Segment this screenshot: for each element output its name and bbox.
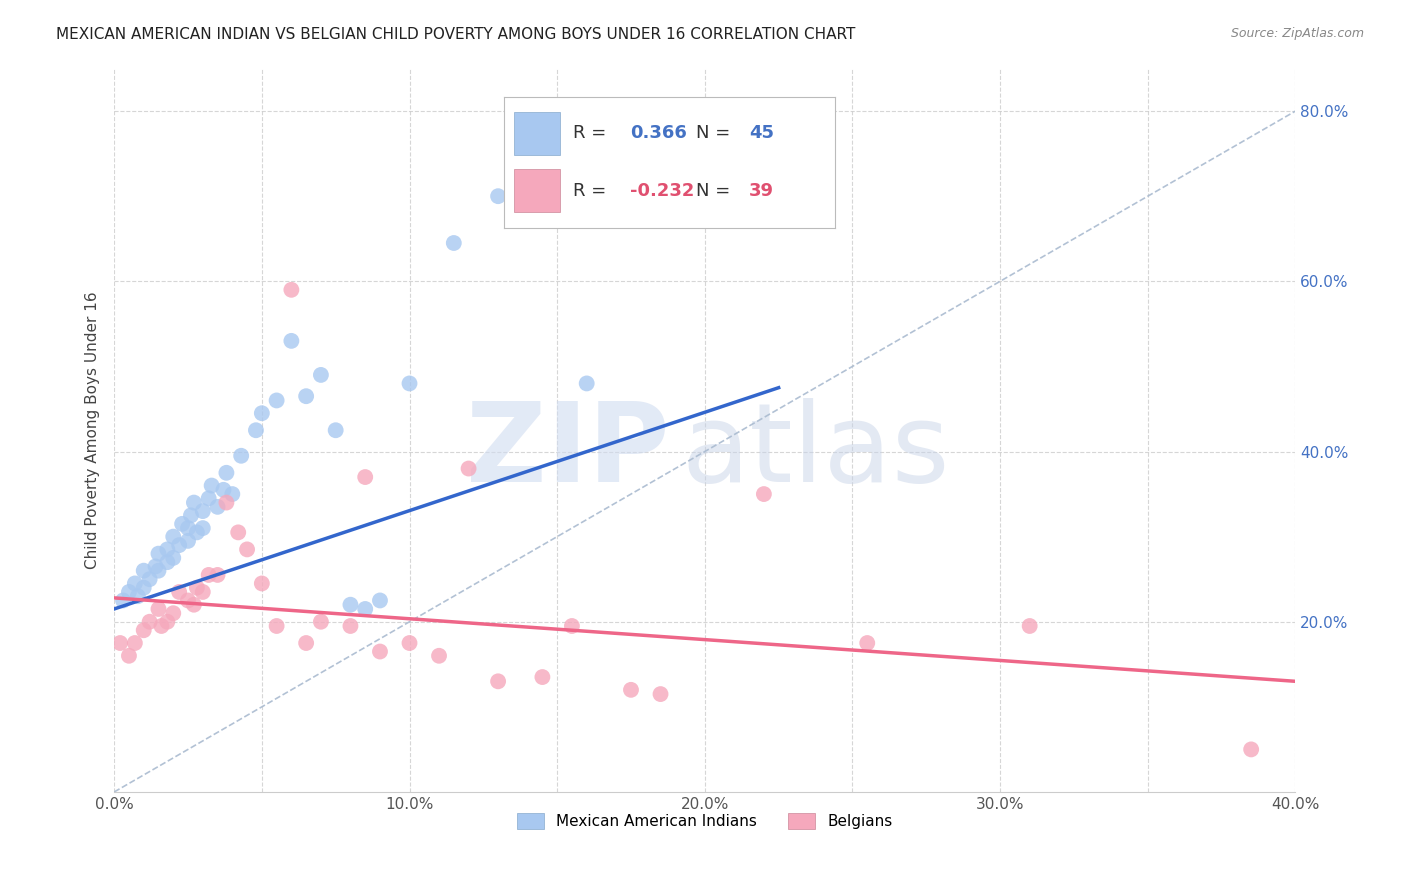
Point <box>162 606 184 620</box>
Point <box>250 576 273 591</box>
Point <box>215 495 238 509</box>
Text: atlas: atlas <box>681 399 949 506</box>
Legend: Mexican American Indians, Belgians: Mexican American Indians, Belgians <box>510 806 898 835</box>
Point <box>215 466 238 480</box>
Point <box>1018 619 1040 633</box>
Point <box>368 644 391 658</box>
Point <box>221 487 243 501</box>
Point <box>856 636 879 650</box>
Point <box>167 538 190 552</box>
Point <box>180 508 202 523</box>
Text: Source: ZipAtlas.com: Source: ZipAtlas.com <box>1230 27 1364 40</box>
Point <box>354 602 377 616</box>
Point <box>231 449 253 463</box>
Point <box>124 636 146 650</box>
Point <box>280 334 302 348</box>
Point <box>443 235 465 250</box>
Point <box>162 530 184 544</box>
Point <box>245 423 267 437</box>
Point <box>309 368 332 382</box>
Point <box>148 564 170 578</box>
Point <box>132 564 155 578</box>
Point <box>191 504 214 518</box>
Point <box>280 283 302 297</box>
Point <box>162 550 184 565</box>
Point <box>197 568 219 582</box>
Point <box>177 521 200 535</box>
Point <box>531 670 554 684</box>
Point <box>167 585 190 599</box>
Point <box>138 572 160 586</box>
Point <box>339 598 361 612</box>
Point <box>183 495 205 509</box>
Point <box>201 478 224 492</box>
Point <box>197 491 219 506</box>
Point <box>266 393 288 408</box>
Point <box>172 516 194 531</box>
Point <box>156 542 179 557</box>
Point <box>226 525 249 540</box>
Point <box>212 483 235 497</box>
Point <box>207 568 229 582</box>
Point <box>191 585 214 599</box>
Point <box>191 521 214 535</box>
Point <box>486 674 509 689</box>
Point <box>457 461 479 475</box>
Point <box>186 581 208 595</box>
Point <box>266 619 288 633</box>
Point <box>108 636 131 650</box>
Point <box>177 533 200 548</box>
Point <box>156 615 179 629</box>
Point <box>132 581 155 595</box>
Point <box>339 619 361 633</box>
Point <box>177 593 200 607</box>
Point <box>148 547 170 561</box>
Point <box>127 589 149 603</box>
Point <box>118 648 141 663</box>
Point <box>186 525 208 540</box>
Point <box>325 423 347 437</box>
Point <box>145 559 167 574</box>
Point <box>295 389 318 403</box>
Point <box>398 376 420 391</box>
Point <box>112 593 135 607</box>
Text: MEXICAN AMERICAN INDIAN VS BELGIAN CHILD POVERTY AMONG BOYS UNDER 16 CORRELATION: MEXICAN AMERICAN INDIAN VS BELGIAN CHILD… <box>56 27 856 42</box>
Point <box>118 585 141 599</box>
Point <box>650 687 672 701</box>
Y-axis label: Child Poverty Among Boys Under 16: Child Poverty Among Boys Under 16 <box>86 292 100 569</box>
Point <box>398 636 420 650</box>
Point <box>561 619 583 633</box>
Point <box>250 406 273 420</box>
Point <box>1240 742 1263 756</box>
Point <box>427 648 450 663</box>
Point <box>150 619 173 633</box>
Point <box>156 555 179 569</box>
Point <box>575 376 598 391</box>
Point <box>620 682 643 697</box>
Point <box>124 576 146 591</box>
Point <box>309 615 332 629</box>
Text: ZIP: ZIP <box>465 399 669 506</box>
Point <box>183 598 205 612</box>
Point <box>354 470 377 484</box>
Point <box>138 615 160 629</box>
Point <box>738 206 761 220</box>
Point <box>236 542 259 557</box>
Point <box>207 500 229 514</box>
Point <box>752 487 775 501</box>
Point <box>486 189 509 203</box>
Point <box>148 602 170 616</box>
Point <box>132 624 155 638</box>
Point <box>295 636 318 650</box>
Point <box>368 593 391 607</box>
